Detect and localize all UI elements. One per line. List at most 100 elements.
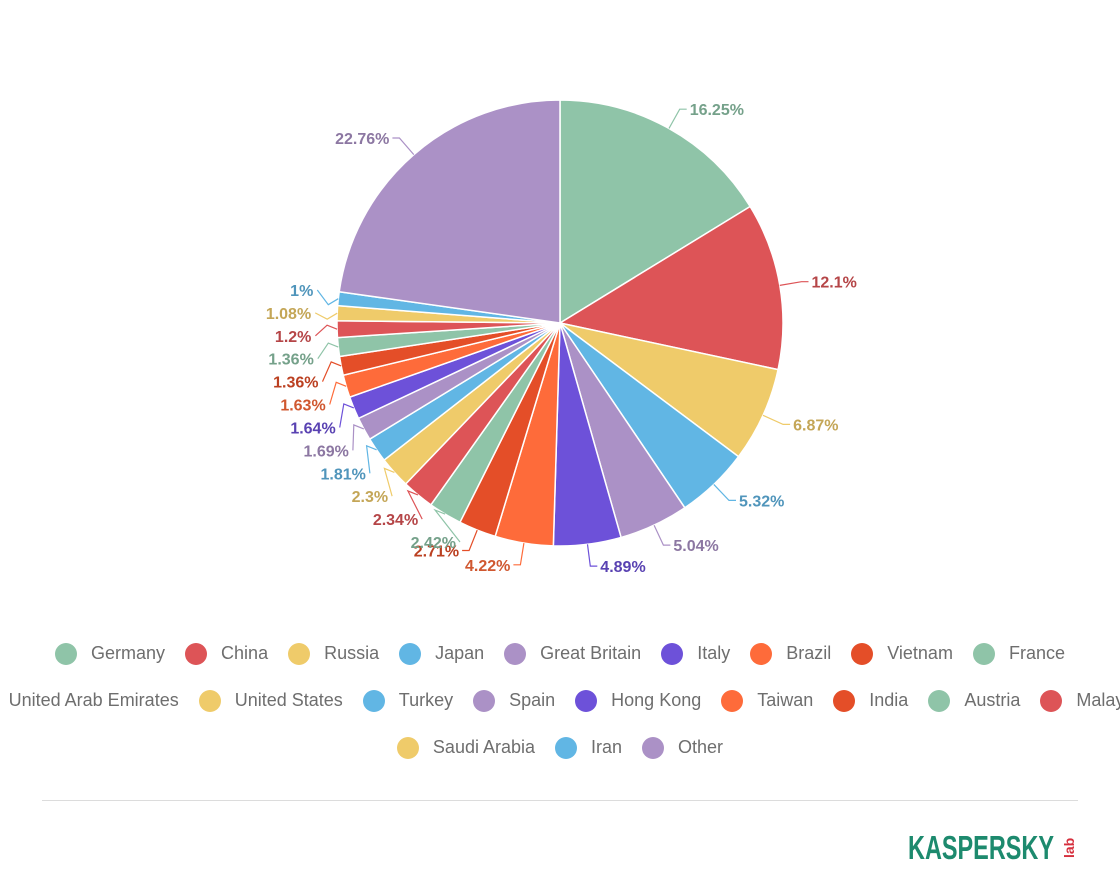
leader-line	[365, 444, 377, 474]
legend-label: Russia	[324, 643, 380, 663]
pie-chart: 16.25% 12.1% 6.87% 5.32% 5.04% 4.89% 4.22% 2.71…	[266, 99, 857, 576]
legend-item: Japan	[399, 642, 485, 665]
leader-line	[321, 361, 342, 382]
data-label: 1.2%	[275, 329, 311, 346]
leader-line	[314, 312, 338, 320]
legend-label: Other	[678, 737, 724, 757]
legend-item: Russia	[288, 642, 380, 665]
legend-swatch	[928, 689, 951, 712]
legend-label: Vietnam	[887, 643, 953, 663]
leader-line	[316, 289, 339, 306]
legend-item: India	[833, 689, 909, 712]
legend-label: Japan	[435, 643, 485, 663]
kaspersky-lab-logo: KASPERSKY lab	[908, 829, 1077, 866]
legend-label: Taiwan	[757, 690, 814, 710]
legend-label: Brazil	[786, 643, 832, 663]
data-label: 1.08%	[266, 306, 311, 323]
legend-label: France	[1008, 643, 1065, 663]
data-label: 1.36%	[268, 352, 313, 369]
legend-item: Austria	[928, 689, 1021, 712]
pie-slice-other	[338, 99, 561, 324]
data-label: 4.89%	[600, 559, 645, 576]
legend-item: France	[972, 642, 1065, 665]
leader-line	[653, 524, 671, 546]
legend-item: Turkey	[362, 689, 454, 712]
legend-item: Saudi Arabia	[396, 736, 535, 759]
legend-row: United Arab Emirates United States Turkey S…	[9, 677, 1120, 724]
legend-item: Brazil	[750, 642, 832, 665]
data-label: 1.64%	[290, 421, 335, 438]
legend-swatch	[473, 689, 496, 712]
brand-suffix: lab	[1061, 838, 1077, 858]
legend-item: Great Britain	[504, 642, 642, 665]
data-label: 2.3%	[352, 489, 388, 506]
legend-label: China	[221, 643, 269, 663]
legend-label: United States	[234, 690, 343, 710]
legend-label: Italy	[697, 643, 731, 663]
legend-label: Iran	[591, 737, 623, 757]
legend-swatch	[555, 736, 577, 759]
legend-row: Saudi Arabia Iran Other	[20, 724, 1100, 771]
legend-label: Saudi Arabia	[432, 737, 535, 757]
brand-name: KASPERSKY	[908, 829, 1054, 866]
legend-swatch	[396, 736, 419, 759]
legend-item: Hong Kong	[575, 689, 702, 712]
legend-item: Spain	[473, 689, 556, 712]
legend-item: United States	[198, 689, 343, 712]
leader-line	[329, 381, 347, 405]
data-label: 2.42%	[411, 535, 456, 552]
legend-swatch	[721, 689, 744, 712]
legend-label: Great Britain	[540, 643, 642, 663]
data-label: 12.1%	[812, 275, 857, 292]
data-label: 1%	[290, 283, 313, 300]
leader-line	[433, 508, 461, 543]
chart-legend: Germany China Russia Japan Great Britain Ital…	[9, 630, 1120, 771]
legend-item: Other	[642, 736, 724, 759]
leader-line	[513, 543, 525, 566]
legend-swatch	[362, 689, 385, 712]
footer-divider	[42, 800, 1078, 801]
pie-slices	[336, 99, 784, 547]
data-label: 2.71%	[414, 544, 459, 561]
legend-label: India	[869, 690, 909, 710]
legend-item: Malaysia	[1040, 689, 1120, 712]
legend-item: Iran	[555, 736, 623, 759]
legend-item: Taiwan	[721, 689, 814, 712]
legend-label: Spain	[509, 690, 556, 710]
legend-item: Italy	[661, 642, 731, 665]
legend-swatch	[504, 642, 527, 665]
data-label: 4.22%	[465, 558, 510, 575]
data-label: 6.87%	[793, 417, 838, 434]
legend-swatch	[55, 642, 78, 665]
legend-swatch	[833, 689, 856, 712]
legend-label: Austria	[964, 690, 1021, 710]
legend-swatch	[198, 689, 221, 712]
legend-swatch	[399, 642, 422, 665]
legend-swatch	[185, 642, 208, 665]
data-label: 16.25%	[690, 102, 744, 119]
legend-label: Turkey	[398, 690, 454, 710]
legend-label: United Arab Emirates	[8, 690, 179, 710]
legend-item: Germany	[55, 642, 165, 665]
leader-line	[392, 137, 415, 155]
leader-line	[462, 529, 478, 552]
data-label: 5.32%	[739, 493, 784, 510]
legend-label: Hong Kong	[611, 690, 702, 710]
legend-swatch	[661, 642, 684, 665]
data-label: 22.76%	[335, 131, 389, 148]
legend-swatch	[750, 642, 773, 665]
leader-line	[762, 414, 791, 425]
leader-line	[406, 489, 423, 520]
data-label: 1.69%	[304, 443, 349, 460]
leader-line	[586, 544, 598, 567]
legend-swatch	[288, 642, 311, 665]
leader-line	[352, 424, 365, 451]
leader-line	[314, 324, 338, 337]
legend-item: Vietnam	[851, 642, 953, 665]
leader-line	[317, 342, 339, 360]
leader-line	[383, 467, 395, 497]
leader-line	[713, 483, 736, 501]
legend-swatch	[972, 642, 995, 665]
data-label: 5.04%	[673, 538, 718, 555]
legend-label: Malaysia	[1076, 690, 1120, 710]
